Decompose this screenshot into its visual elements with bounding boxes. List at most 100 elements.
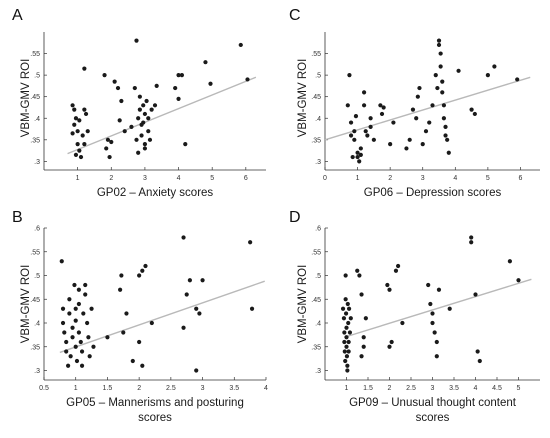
data-point-d <box>344 335 349 340</box>
data-point-c <box>361 103 367 108</box>
data-point-d <box>344 354 350 359</box>
fit-line-d <box>344 278 532 338</box>
data-point-c <box>350 154 355 160</box>
x-tick-label-c: 5 <box>486 175 490 182</box>
data-point-c <box>348 120 354 125</box>
data-point-a <box>136 116 141 121</box>
x-axis-label-b: GP05 – Mannerisms and posturing <box>66 397 244 409</box>
data-point-a <box>109 139 114 145</box>
data-point-d <box>342 349 347 354</box>
x-tick-label-d: 3.5 <box>449 385 459 392</box>
data-point-b <box>130 358 135 364</box>
panel-d: D VBM-GMV ROI 1 1.5 2 2.5 3 3.5 4 4.5 5 .3 .35 .4 .4… <box>289 209 540 424</box>
data-point-d <box>389 339 394 345</box>
data-point-c <box>441 116 447 121</box>
data-point-a <box>136 150 141 155</box>
data-point-a <box>73 116 79 121</box>
panel-letter-a: A <box>12 7 23 24</box>
x-tick-label-b: 3.5 <box>229 385 239 392</box>
x-tick-label-d: 2 <box>388 385 392 392</box>
data-point-a <box>245 77 250 82</box>
data-point-d <box>345 363 350 368</box>
data-point-b <box>118 287 123 292</box>
data-point-b <box>248 240 253 245</box>
data-point-d <box>342 339 347 345</box>
data-point-b <box>79 349 85 354</box>
data-point-d <box>361 344 366 349</box>
data-point-a <box>82 142 87 147</box>
data-point-d <box>469 235 474 240</box>
data-point-d <box>473 292 478 297</box>
data-point-b <box>66 363 71 368</box>
data-point-d <box>346 320 351 326</box>
x-axis-label-line2-b: scores <box>138 412 172 424</box>
data-point-c <box>436 38 442 43</box>
data-point-c <box>381 105 386 110</box>
y-tick-label-a: .45 <box>30 94 40 101</box>
data-point-c <box>348 133 354 138</box>
data-point-c <box>388 142 393 147</box>
x-tick-label-b: 4 <box>264 385 268 392</box>
data-point-a <box>183 142 188 147</box>
x-axis-label-c: GP06 – Depression scores <box>364 187 502 199</box>
data-point-c <box>365 133 370 138</box>
data-point-b <box>181 235 186 240</box>
data-point-c <box>378 103 383 108</box>
data-point-d <box>359 292 364 297</box>
x-tick-label-b: 1.5 <box>103 385 113 392</box>
x-tick-label-a: 4 <box>177 175 181 182</box>
data-point-d <box>363 316 368 321</box>
data-point-c <box>492 64 497 69</box>
data-point-d <box>477 358 482 364</box>
data-point-c <box>423 129 429 134</box>
data-point-d <box>428 301 433 307</box>
y-tick-label-d: .45 <box>311 297 321 304</box>
data-point-b <box>70 325 75 330</box>
data-point-a <box>77 148 82 153</box>
panel-letter-d: D <box>289 209 301 226</box>
x-tick-label-d: 5 <box>517 385 521 392</box>
data-point-d <box>341 316 347 321</box>
data-point-a <box>75 129 80 134</box>
data-point-b <box>78 339 83 345</box>
data-point-a <box>152 103 158 108</box>
y-tick-label-a: .35 <box>30 137 40 144</box>
data-point-b <box>83 292 88 297</box>
data-point-c <box>368 116 373 121</box>
data-point-d <box>343 297 348 302</box>
data-point-a <box>78 154 84 160</box>
data-point-b <box>89 306 94 311</box>
data-point-c <box>433 73 438 78</box>
data-point-a <box>142 111 148 117</box>
data-point-b <box>60 320 66 326</box>
data-point-c <box>361 90 367 95</box>
y-tick-label-b: .55 <box>30 249 40 256</box>
data-point-d <box>426 282 431 288</box>
data-point-d <box>347 330 353 335</box>
data-point-c <box>420 142 425 147</box>
data-point-c <box>345 103 350 108</box>
y-tick-label-c: .45 <box>311 94 321 101</box>
data-point-b <box>121 330 126 335</box>
data-point-c <box>443 124 448 129</box>
data-point-c <box>417 85 422 91</box>
data-point-b <box>249 306 255 311</box>
data-point-a <box>141 120 146 125</box>
data-point-d <box>345 368 350 373</box>
x-tick-label-d: 1.5 <box>363 385 373 392</box>
data-point-b <box>68 354 73 359</box>
data-point-a <box>70 131 75 136</box>
x-axis-label-a: GP02 – Anxiety scores <box>97 187 214 199</box>
data-point-b <box>119 273 124 278</box>
data-point-d <box>343 311 349 316</box>
data-point-b <box>67 311 72 316</box>
y-tick-label-d: .35 <box>311 344 321 351</box>
data-point-c <box>371 137 376 142</box>
data-point-d <box>346 339 351 345</box>
data-point-a <box>179 73 185 78</box>
data-point-b <box>194 306 199 311</box>
data-point-b <box>86 335 91 340</box>
y-axis-label-a: VBM-GMV ROI <box>20 59 32 138</box>
data-point-b <box>143 263 148 269</box>
